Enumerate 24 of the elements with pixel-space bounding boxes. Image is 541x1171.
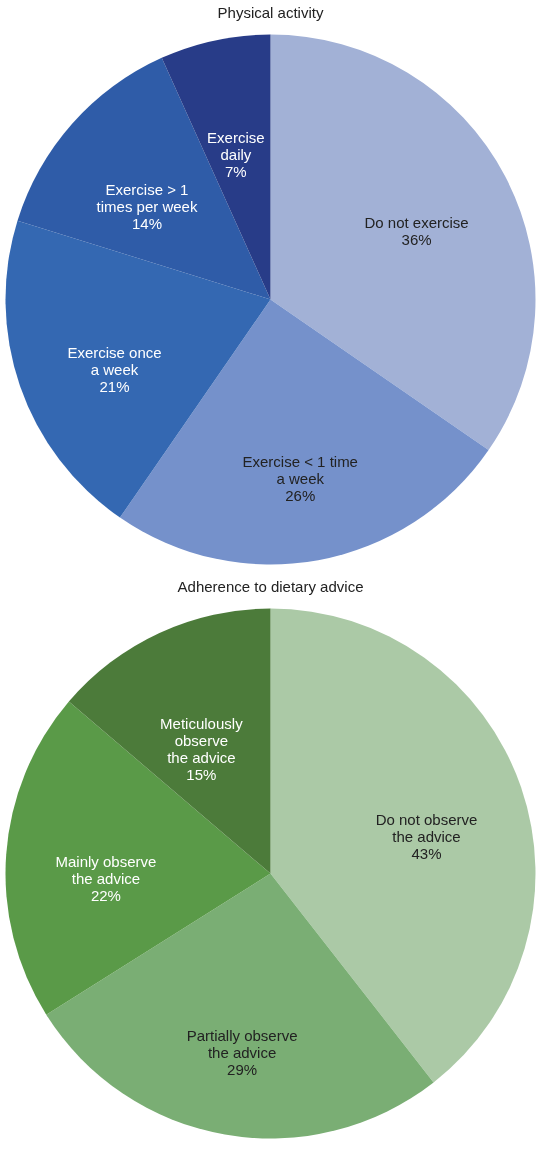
pie-slice (46, 873, 434, 1139)
data-label: 43% (411, 844, 442, 862)
data-label: 29% (227, 1061, 258, 1079)
slice-label: Do not observe the advice (375, 810, 478, 845)
slice-label: Meticulously observe the advice (160, 714, 244, 766)
slice-label: Exercise once a week (67, 344, 162, 379)
data-label: 21% (99, 378, 130, 396)
slice-label: Partially observe the advice (186, 1027, 298, 1062)
pie-slice (270, 34, 536, 451)
data-label: 22% (90, 886, 121, 904)
chart-title: Adherence to dietary advice (177, 578, 364, 595)
data-label: 36% (401, 230, 432, 248)
pie-slice (5, 701, 271, 1015)
slice-label: Exercise daily (207, 129, 265, 164)
slice-label: Mainly observe the advice (55, 852, 157, 887)
data-label: 14% (131, 215, 163, 233)
data-label: 15% (186, 765, 217, 783)
pie-slice (161, 34, 271, 300)
data-label: 7% (225, 163, 247, 181)
slice-label: Exercise < 1 time a week (242, 452, 358, 487)
chart-title: Physical activity (217, 4, 324, 21)
slice-label: Do not exercise (364, 213, 469, 231)
slice-label: Exercise > 1 times per week (96, 181, 198, 216)
data-label: 26% (285, 486, 316, 504)
